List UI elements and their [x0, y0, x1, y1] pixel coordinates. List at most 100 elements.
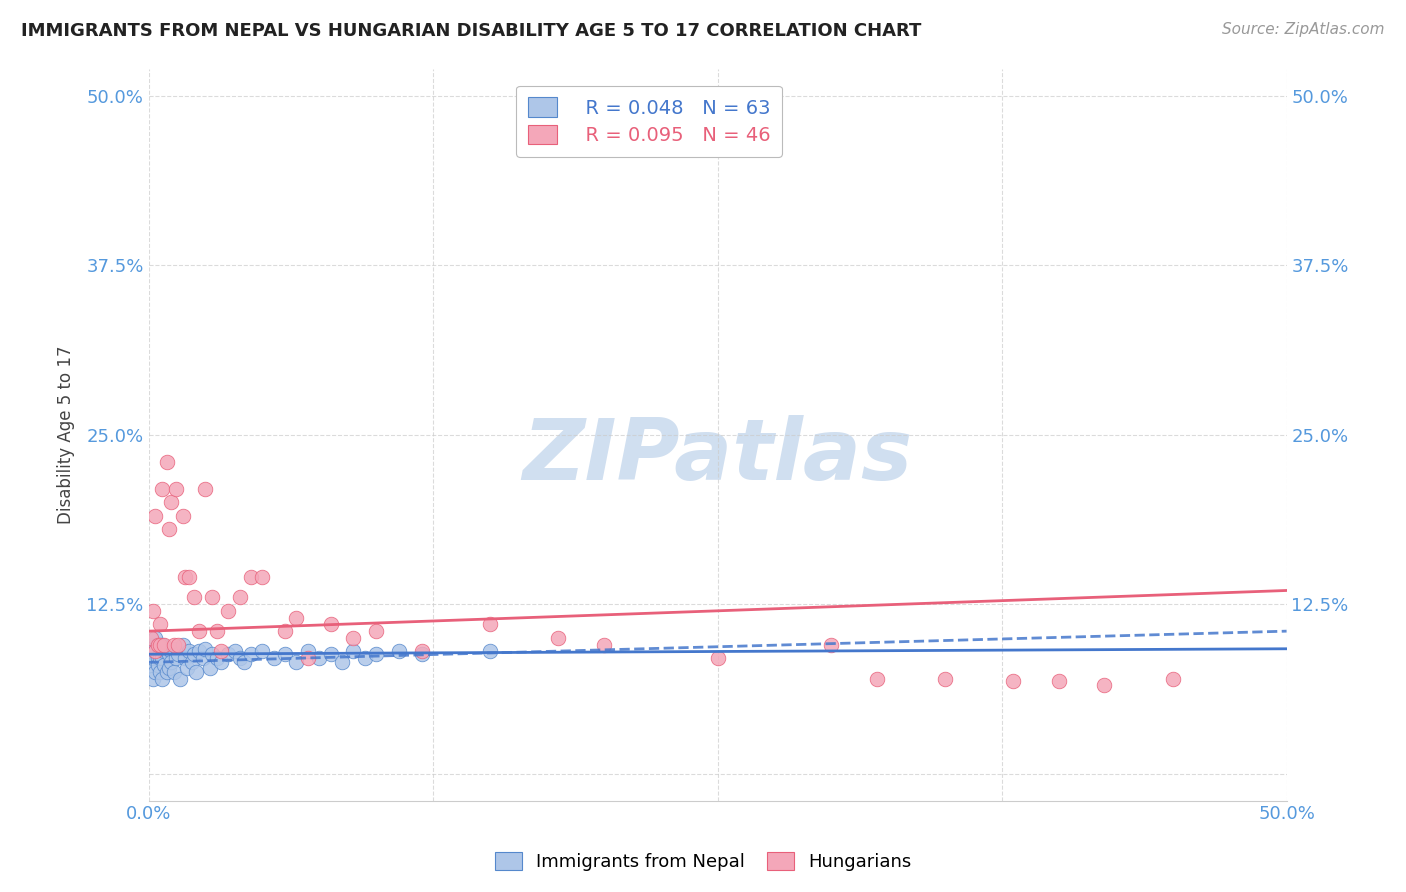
Point — [194, 482, 217, 496]
Point — [201, 647, 224, 661]
Point — [143, 631, 166, 645]
Legend: Immigrants from Nepal, Hungarians: Immigrants from Nepal, Hungarians — [488, 845, 918, 879]
Point — [224, 644, 246, 658]
Point — [139, 658, 162, 673]
Point — [146, 638, 169, 652]
Point — [150, 651, 173, 665]
Point — [157, 647, 180, 661]
Text: ZIPatlas: ZIPatlas — [523, 415, 912, 498]
Point — [143, 508, 166, 523]
Point — [209, 644, 232, 658]
Point — [153, 658, 176, 673]
Point — [157, 523, 180, 537]
Point — [187, 644, 209, 658]
Point — [263, 651, 285, 665]
Point — [217, 647, 239, 661]
Point — [142, 638, 165, 652]
Point — [142, 672, 165, 686]
Point — [205, 651, 228, 665]
Point — [160, 656, 183, 670]
Point — [172, 638, 194, 652]
Point — [319, 617, 342, 632]
Point — [934, 672, 956, 686]
Point — [228, 651, 250, 665]
Point — [297, 644, 319, 658]
Point — [176, 661, 198, 675]
Point — [157, 661, 180, 675]
Point — [353, 651, 375, 665]
Point — [150, 482, 173, 496]
Point — [342, 631, 364, 645]
Point — [146, 658, 169, 673]
Point — [1161, 672, 1184, 686]
Point — [174, 651, 197, 665]
Point — [233, 656, 256, 670]
Point — [228, 591, 250, 605]
Point — [160, 495, 183, 509]
Point — [183, 647, 205, 661]
Point — [319, 647, 342, 661]
Point — [478, 617, 501, 632]
Point — [342, 644, 364, 658]
Point — [366, 624, 388, 639]
Point — [1047, 674, 1070, 689]
Point — [139, 631, 162, 645]
Text: Source: ZipAtlas.com: Source: ZipAtlas.com — [1222, 22, 1385, 37]
Point — [160, 644, 183, 658]
Point — [142, 604, 165, 618]
Point — [156, 455, 179, 469]
Point — [308, 651, 330, 665]
Point — [143, 644, 166, 658]
Point — [153, 644, 176, 658]
Point — [149, 644, 172, 658]
Point — [174, 570, 197, 584]
Point — [153, 638, 176, 652]
Point — [592, 638, 614, 652]
Point — [547, 631, 569, 645]
Point — [209, 656, 232, 670]
Point — [139, 644, 162, 658]
Point — [179, 644, 201, 658]
Point — [217, 604, 239, 618]
Point — [179, 570, 201, 584]
Point — [149, 638, 172, 652]
Point — [866, 672, 889, 686]
Point — [143, 644, 166, 658]
Point — [146, 651, 169, 665]
Point — [411, 644, 433, 658]
Point — [706, 651, 728, 665]
Point — [165, 651, 187, 665]
Point — [186, 665, 208, 679]
Point — [252, 570, 274, 584]
Point — [167, 638, 190, 652]
Point — [172, 508, 194, 523]
Point — [149, 665, 172, 679]
Point — [388, 644, 411, 658]
Point — [194, 641, 217, 656]
Point — [330, 656, 353, 670]
Point — [1002, 674, 1025, 689]
Point — [150, 638, 173, 652]
Point — [201, 591, 224, 605]
Point — [239, 570, 262, 584]
Point — [820, 638, 842, 652]
Point — [180, 656, 202, 670]
Point — [149, 651, 172, 665]
Point — [478, 644, 501, 658]
Point — [156, 665, 179, 679]
Point — [205, 624, 228, 639]
Point — [162, 638, 184, 652]
Point — [285, 610, 308, 624]
Point — [274, 647, 297, 661]
Text: IMMIGRANTS FROM NEPAL VS HUNGARIAN DISABILITY AGE 5 TO 17 CORRELATION CHART: IMMIGRANTS FROM NEPAL VS HUNGARIAN DISAB… — [21, 22, 921, 40]
Point — [1094, 678, 1116, 692]
Point — [191, 651, 214, 665]
Point — [411, 647, 433, 661]
Point — [167, 647, 190, 661]
Point — [169, 672, 191, 686]
Point — [366, 647, 388, 661]
Point — [239, 647, 262, 661]
Point — [252, 644, 274, 658]
Point — [156, 644, 179, 658]
Point — [297, 651, 319, 665]
